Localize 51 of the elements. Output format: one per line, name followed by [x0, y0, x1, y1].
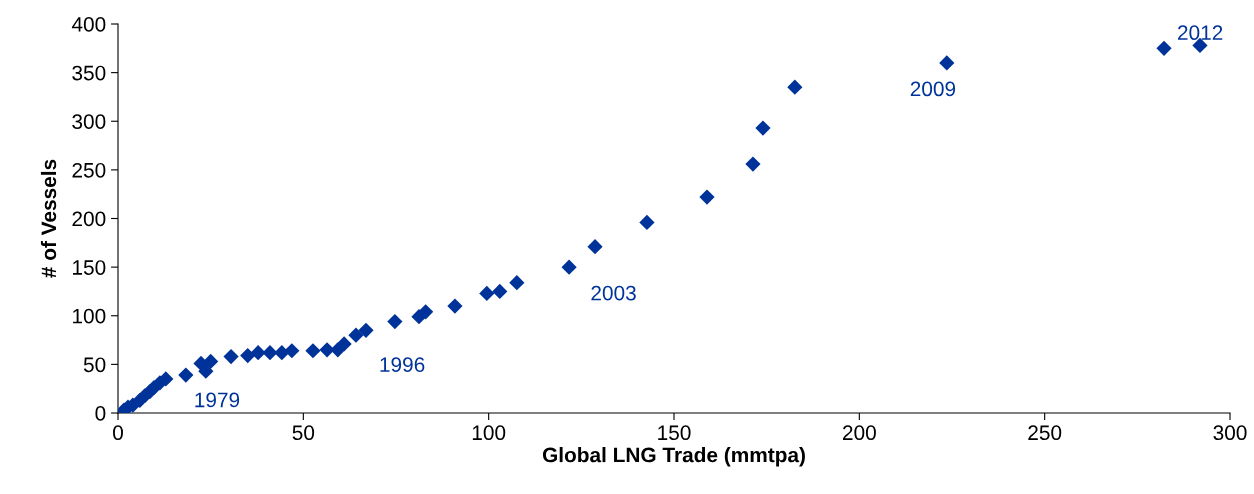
y-tick-label: 200	[72, 211, 106, 227]
point	[348, 327, 364, 343]
x-tick-label: 200	[843, 425, 876, 441]
point	[387, 313, 403, 330]
point	[250, 345, 266, 361]
point	[639, 214, 655, 230]
point	[158, 371, 174, 387]
point	[223, 348, 239, 365]
y-tick-label: 50	[83, 357, 106, 373]
point	[745, 156, 761, 172]
y-tick-label: 300	[72, 114, 106, 129]
point	[699, 189, 715, 205]
point	[418, 304, 434, 320]
y-tick-label: 150	[73, 260, 106, 275]
y-tick-label: 350	[72, 65, 106, 81]
point	[305, 343, 321, 359]
point	[787, 79, 803, 95]
point	[284, 343, 300, 359]
point	[492, 283, 508, 300]
y-tick-label: 100	[73, 308, 106, 324]
annotation: 2009	[910, 81, 956, 97]
x-tick-label: 150	[658, 425, 691, 441]
point	[178, 367, 194, 383]
y-tick-label: 250	[72, 162, 106, 178]
annotation: 2003	[591, 285, 636, 301]
annotation: 2012	[1178, 25, 1223, 41]
point	[358, 322, 374, 338]
x-tick-label: 250	[1028, 425, 1062, 441]
annotation: 1979	[195, 392, 240, 408]
x-tick-label: 100	[472, 425, 506, 441]
point	[447, 298, 463, 314]
x-tick-label: 0	[113, 425, 123, 441]
point	[1156, 40, 1172, 56]
x-tick-label: 50	[292, 425, 315, 441]
point	[587, 239, 603, 255]
point	[198, 363, 214, 379]
y-tick-label: 0	[95, 406, 106, 421]
point	[240, 348, 256, 364]
y-tick-label: 400	[71, 17, 106, 32]
point	[479, 285, 495, 301]
point	[336, 336, 352, 352]
point	[509, 275, 525, 291]
x-axis-title: Global LNG Trade (mmtpa)	[542, 447, 805, 467]
annotation: 1996	[380, 357, 425, 373]
point	[939, 55, 955, 71]
point	[203, 353, 219, 370]
point	[561, 259, 577, 275]
point	[262, 345, 278, 361]
point	[755, 120, 771, 136]
y-axis-title: # of Vessels	[40, 159, 57, 278]
x-tick-label: 300	[1213, 425, 1247, 441]
